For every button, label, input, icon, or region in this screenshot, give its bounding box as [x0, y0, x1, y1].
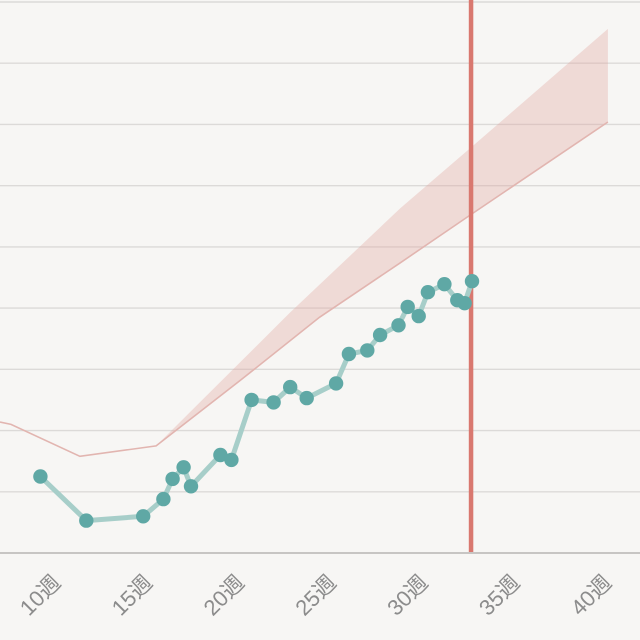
x-axis-tick-label: 40週: [566, 570, 617, 621]
weight-point[interactable]: [457, 296, 472, 311]
range-lower-edge-line: [0, 121, 609, 458]
weight-point[interactable]: [341, 346, 357, 362]
weight-point[interactable]: [165, 471, 180, 487]
x-axis-tick-label: 35週: [474, 570, 525, 621]
x-axis-tick-label: 30週: [382, 570, 433, 621]
weight-point[interactable]: [244, 392, 259, 408]
weight-point[interactable]: [372, 327, 388, 343]
weight-point[interactable]: [411, 308, 426, 324]
weight-point[interactable]: [391, 318, 406, 333]
weight-point[interactable]: [183, 479, 199, 494]
weight-point[interactable]: [136, 509, 151, 524]
weight-point[interactable]: [176, 460, 191, 475]
weight-point[interactable]: [360, 343, 375, 358]
x-axis-tick-label: 10週: [15, 570, 66, 621]
weight-point[interactable]: [79, 513, 94, 528]
weight-point[interactable]: [283, 379, 298, 395]
weight-point[interactable]: [437, 277, 452, 292]
weight-point[interactable]: [266, 395, 281, 410]
weight-point[interactable]: [156, 491, 171, 507]
weight-point[interactable]: [33, 469, 48, 484]
weight-point[interactable]: [464, 274, 480, 289]
recommended-range-band: [156, 28, 608, 446]
x-axis-tick-label: 25週: [290, 570, 341, 621]
weight-point[interactable]: [400, 299, 415, 315]
x-axis-tick-label: 15週: [107, 570, 158, 621]
weight-point[interactable]: [299, 390, 314, 406]
weight-point[interactable]: [224, 452, 239, 468]
weight-point[interactable]: [420, 285, 436, 300]
weight-point[interactable]: [213, 447, 228, 463]
weight-point[interactable]: [328, 376, 344, 391]
x-axis-tick-label: 20週: [199, 570, 250, 621]
